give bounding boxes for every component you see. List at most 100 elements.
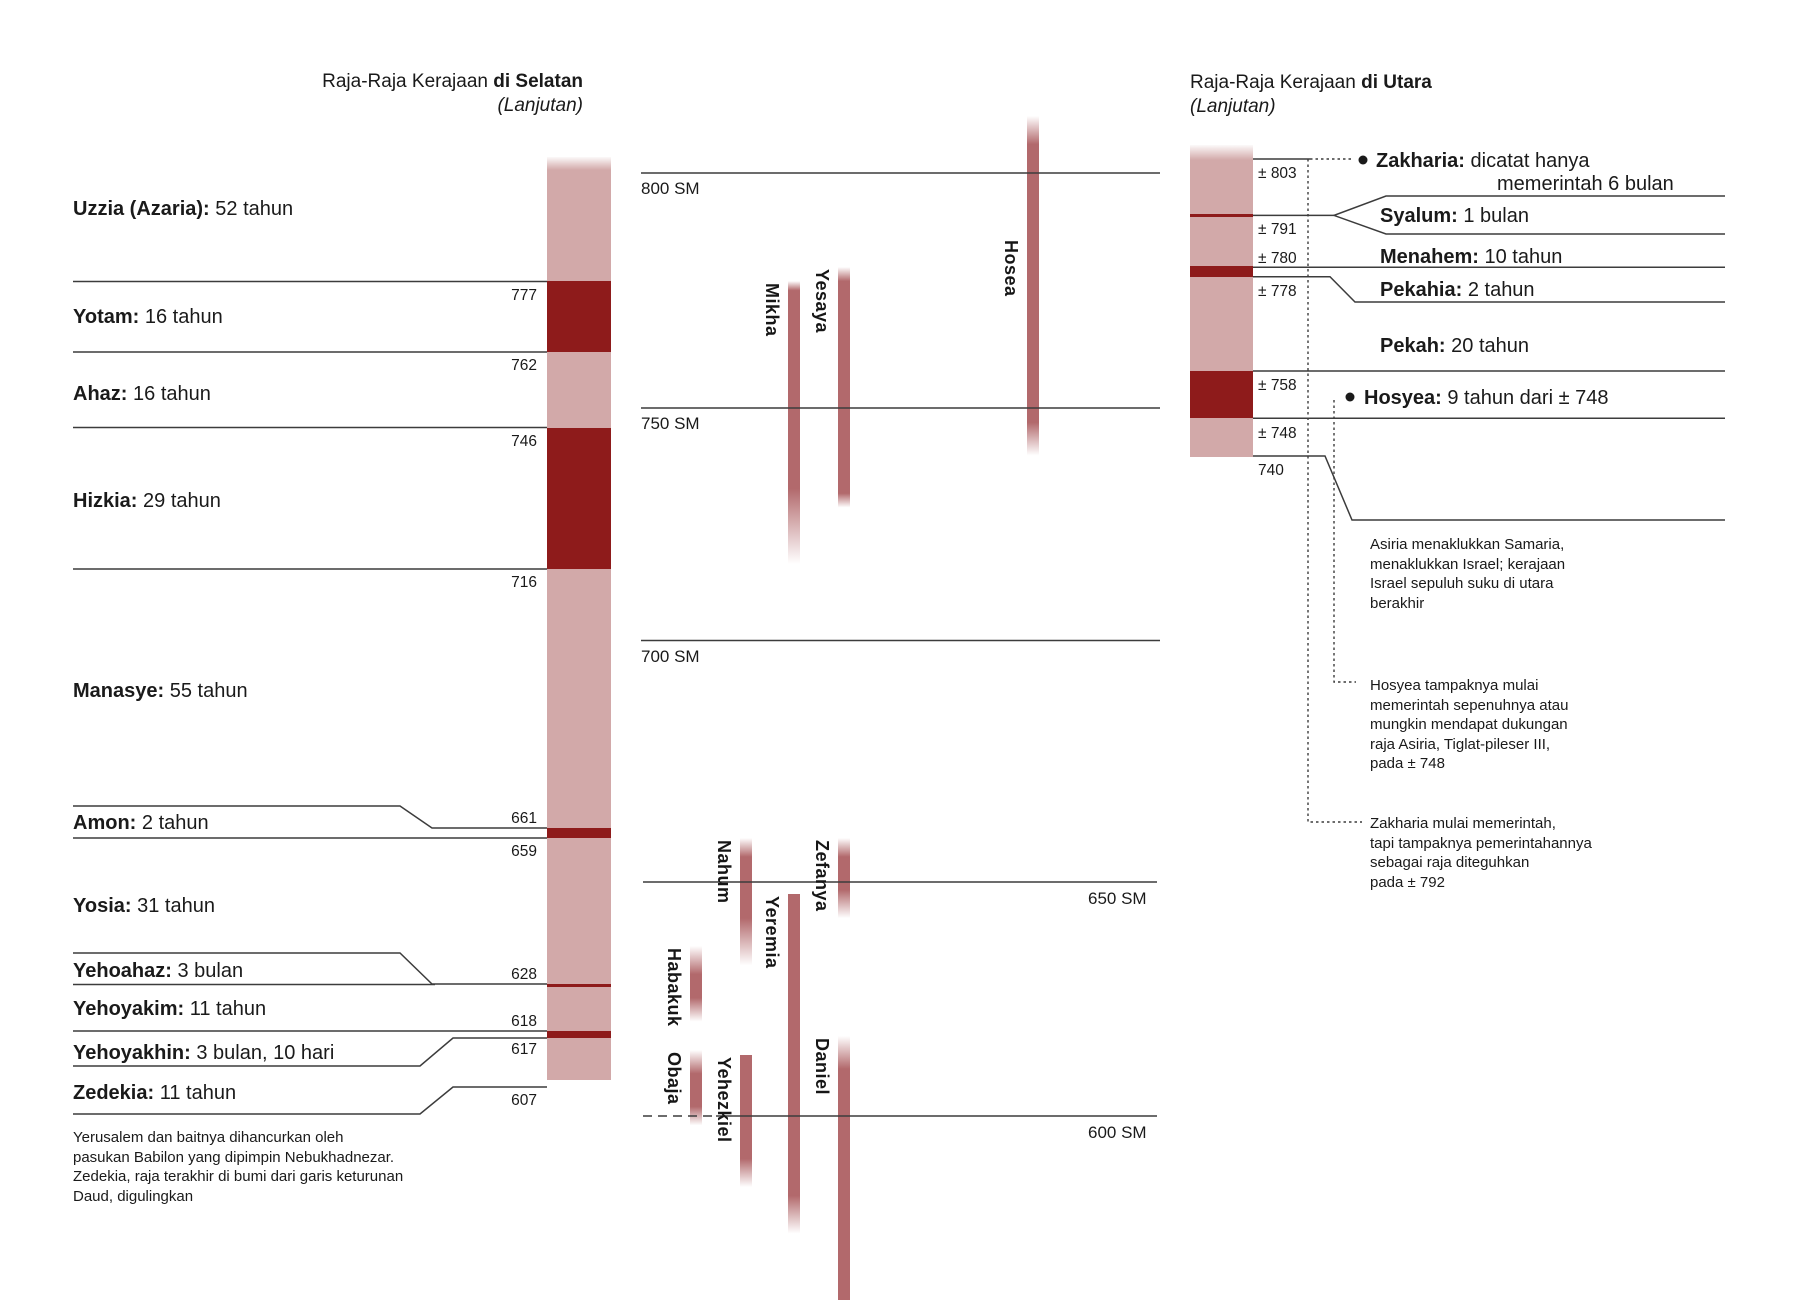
note-hosyea-line: memerintah sepenuhnya atau	[1370, 696, 1569, 714]
bullet-hosyea	[1345, 392, 1355, 402]
note-zakharia-line: tapi tampaknya pemerintahannya	[1370, 834, 1592, 852]
prophet-label-obaja: Obaja	[664, 1051, 684, 1105]
north-band-pekahia	[1190, 265, 1253, 277]
prophet-label-zefanya: Zefanya	[812, 839, 832, 912]
south-king-manasye-name: Manasye:	[73, 680, 165, 702]
prophet-bar-zefanya	[838, 837, 850, 918]
north-king-pekahia: Pekahia: 2 tahun	[1380, 279, 1535, 301]
south-year-607: 607	[511, 1092, 537, 1109]
south-band-yehoahaz	[547, 983, 611, 987]
prophet-bar-nahum	[740, 837, 752, 966]
south-year-618: 618	[511, 1013, 537, 1030]
north-king-syalum-name: Syalum:	[1380, 205, 1458, 227]
south-year-777: 777	[511, 287, 537, 304]
rule-617-jog	[73, 1037, 547, 1067]
note-zakharia-line: Zakharia mulai memerintah,	[1370, 815, 1556, 832]
north-band-pekah	[1190, 276, 1253, 372]
note-hosyea-line: mungkin mendapat dukungan	[1370, 716, 1568, 733]
south-king-yehoyakim-name: Yehoyakim:	[73, 998, 185, 1020]
prophet-label-habakuk: Habakuk	[664, 948, 684, 1027]
north-king-zakharia: Zakharia: dicatat hanya	[1376, 150, 1590, 172]
north-year-791: ± 791	[1258, 221, 1297, 238]
north-year-748: ± 748	[1258, 425, 1297, 442]
note-footnote-line: Zedekia, raja terakhir di bumi dari gari…	[73, 1168, 404, 1185]
prophet-bar-habakuk	[690, 946, 702, 1022]
south-year-617: 617	[511, 1041, 537, 1058]
south-title-sub: (Lanjutan)	[497, 95, 583, 116]
note-footnote-line: Daud, digulingkan	[73, 1187, 194, 1205]
south-bar-top-fade	[547, 155, 611, 170]
south-king-uzziaazaria: Uzzia (Azaria): 52 tahun	[73, 198, 294, 220]
rule-661-jog	[73, 805, 547, 829]
south-king-hizkia: Hizkia: 29 tahun	[73, 490, 221, 512]
north-title-sub: (Lanjutan)	[1190, 96, 1276, 117]
prophet-label-daniel: Daniel	[812, 1037, 832, 1095]
south-band-uzzia-azaria-	[547, 156, 611, 282]
north-band-hosyea-awal-	[1190, 371, 1253, 419]
south-king-yosia-name: Yosia:	[73, 895, 132, 917]
prophet-bar-hosea	[1027, 116, 1039, 456]
south-king-zedekia: Zedekia: 11 tahun	[73, 1082, 237, 1104]
prophet-bar-yeremia	[788, 894, 800, 1234]
south-band-yosia	[547, 837, 611, 984]
south-band-ahaz	[547, 352, 611, 428]
south-title-pre: Raja-Raja Kerajaan	[322, 71, 488, 92]
axis-label-750-sm: 750 SM	[641, 414, 700, 433]
south-title-bold: di Selatan	[493, 71, 583, 92]
prophet-label-yeremia: Yeremia	[762, 896, 782, 969]
note-hosyea-line: Hosyea tampaknya mulai	[1370, 677, 1539, 694]
south-year-628: 628	[511, 966, 537, 983]
north-year-803: ± 803	[1258, 165, 1297, 182]
south-king-yotam-name: Yotam:	[73, 306, 140, 328]
north-title-bold: di Utara	[1361, 72, 1432, 93]
south-timeline-bar	[547, 155, 611, 1081]
south-year-762: 762	[511, 357, 537, 374]
north-king-line2-1: memerintah 6 bulan	[1497, 173, 1674, 195]
tick-778-jog	[1253, 275, 1725, 303]
south-king-yosia: Yosia: 31 tahun	[73, 895, 215, 917]
south-king-ahaz: Ahaz: 16 tahun	[73, 383, 211, 405]
south-year-659: 659	[511, 843, 537, 860]
north-king-pekah: Pekah: 20 tahun	[1380, 335, 1530, 357]
note-asiria-line: berakhir	[1370, 594, 1425, 612]
south-band-amon	[547, 828, 611, 838]
note-footnote: Yerusalem dan baitnya dihancurkan oleh pa…	[73, 1128, 403, 1206]
south-king-uzziaazaria-name: Uzzia (Azaria):	[73, 198, 210, 220]
south-band-yotam	[547, 281, 611, 353]
north-timeline-bar	[1190, 144, 1253, 458]
dotted-zakharia-drop	[1307, 159, 1362, 823]
note-asiria-line: Israel sepuluh suku di utara	[1370, 575, 1554, 592]
north-king-menahem-name: Menahem:	[1380, 246, 1479, 268]
rule-628-jog	[73, 952, 547, 985]
prophet-bar-yehezkiel	[740, 1054, 752, 1187]
prophet-bar-obaja	[690, 1049, 702, 1126]
prophet-bar-daniel	[838, 1035, 850, 1300]
note-asiria-line: menaklukkan Israel; kerajaan	[1370, 555, 1566, 573]
north-king-syalum: Syalum: 1 bulan	[1380, 205, 1529, 227]
north-year-740: 740	[1258, 462, 1284, 479]
south-king-yehoyakhin-name: Yehoyakhin:	[73, 1042, 191, 1064]
north-band-menahem	[1190, 216, 1253, 266]
south-king-zedekia-name: Zedekia:	[73, 1082, 155, 1104]
south-king-yotam: Yotam: 16 tahun	[73, 306, 223, 328]
note-footnote-line: Yerusalem dan baitnya dihancurkan oleh	[73, 1129, 344, 1146]
south-king-manasye: Manasye: 55 tahun	[73, 680, 248, 702]
prophet-bar-yesaya	[838, 267, 850, 508]
south-king-yehoahaz-name: Yehoahaz:	[73, 960, 172, 982]
prophet-bar-mikha	[788, 281, 800, 565]
north-band-syalum	[1190, 214, 1253, 217]
south-year-716: 716	[511, 574, 537, 591]
north-king-hosyea: Hosyea: 9 tahun dari ± 748	[1364, 387, 1609, 409]
prophet-label-nahum: Nahum	[714, 839, 734, 904]
south-band-manasye	[547, 569, 611, 829]
south-king-hizkia-name: Hizkia:	[73, 490, 138, 512]
north-band-hosyea	[1190, 418, 1253, 458]
axis-label-600-sm: 600 SM	[1088, 1123, 1147, 1142]
note-hosyea: Hosyea tampaknya mulai memerintah sepenuh…	[1370, 676, 1568, 774]
north-bar-top-fade	[1190, 144, 1253, 161]
note-zakharia-line: pada ± 792	[1370, 873, 1445, 891]
north-year-758: ± 758	[1258, 377, 1297, 394]
south-king-ahaz-name: Ahaz:	[73, 383, 128, 405]
tick-740-jog	[1253, 455, 1725, 521]
south-band-zedekia	[547, 1037, 611, 1081]
